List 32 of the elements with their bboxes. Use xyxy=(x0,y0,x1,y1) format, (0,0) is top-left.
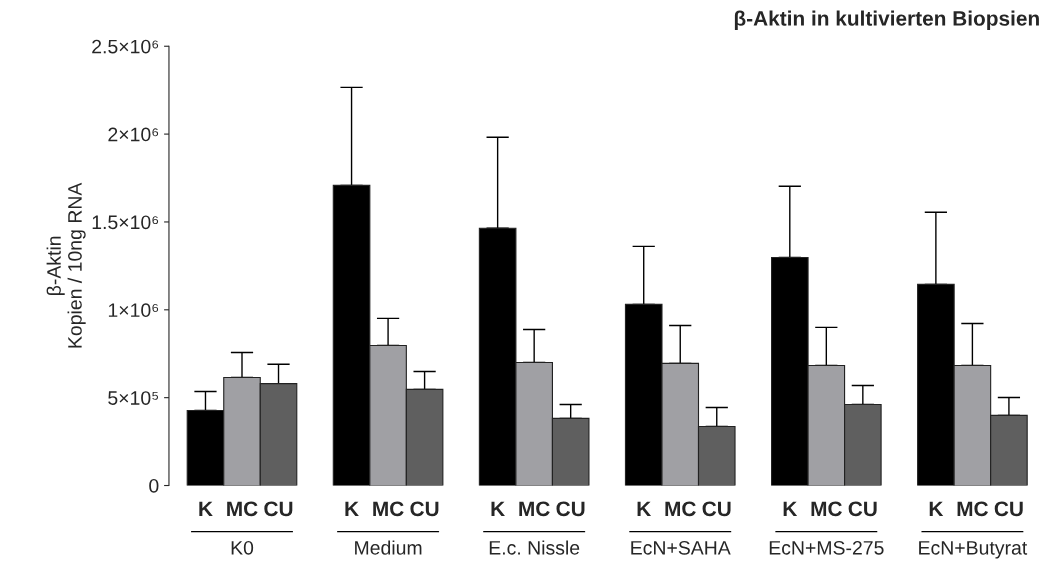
text: CU xyxy=(994,501,1023,517)
y-tick-label: 5×10⁵ xyxy=(108,391,159,405)
text: K xyxy=(491,501,505,516)
series-label: K xyxy=(199,501,213,516)
x-tick-label: EcN+SAHA xyxy=(631,540,731,555)
chart-title: β-Aktin in kultivierten Biopsien xyxy=(734,10,1039,30)
text: MC xyxy=(957,501,989,517)
text: MC xyxy=(811,501,842,517)
text: CU xyxy=(702,501,731,517)
x-tick-label: E.c. Nissle xyxy=(489,540,580,555)
text: K xyxy=(929,501,944,516)
y-tick-label: 1×10⁶ xyxy=(108,303,159,318)
x-tick-label: Medium xyxy=(355,540,422,555)
y-tick-label: 2×10⁶ xyxy=(108,127,159,142)
x-tick-label: K0 xyxy=(231,540,254,555)
text: K xyxy=(637,501,652,516)
text: MC xyxy=(519,501,550,517)
y-tick-label: 1.5×10⁶ xyxy=(92,215,159,230)
x-tick-label: EcN+Butyrat xyxy=(919,541,1028,559)
text: K xyxy=(783,501,798,516)
text: MC xyxy=(373,501,404,517)
text: CU xyxy=(556,501,585,517)
y-tick-label: 2.5×10⁶ xyxy=(92,39,159,54)
text: CU xyxy=(410,501,439,517)
series-label: MC xyxy=(227,501,258,517)
text: MC xyxy=(665,501,696,517)
y-tick-label: 0 xyxy=(149,478,159,493)
text: CU xyxy=(848,501,877,517)
x-tick-label: EcN+MS-275 xyxy=(769,540,884,555)
text: K xyxy=(345,501,359,516)
series-label: CU xyxy=(264,501,293,517)
y-axis-title: β-Aktin Kopien / 10ng RNA xyxy=(46,182,86,348)
